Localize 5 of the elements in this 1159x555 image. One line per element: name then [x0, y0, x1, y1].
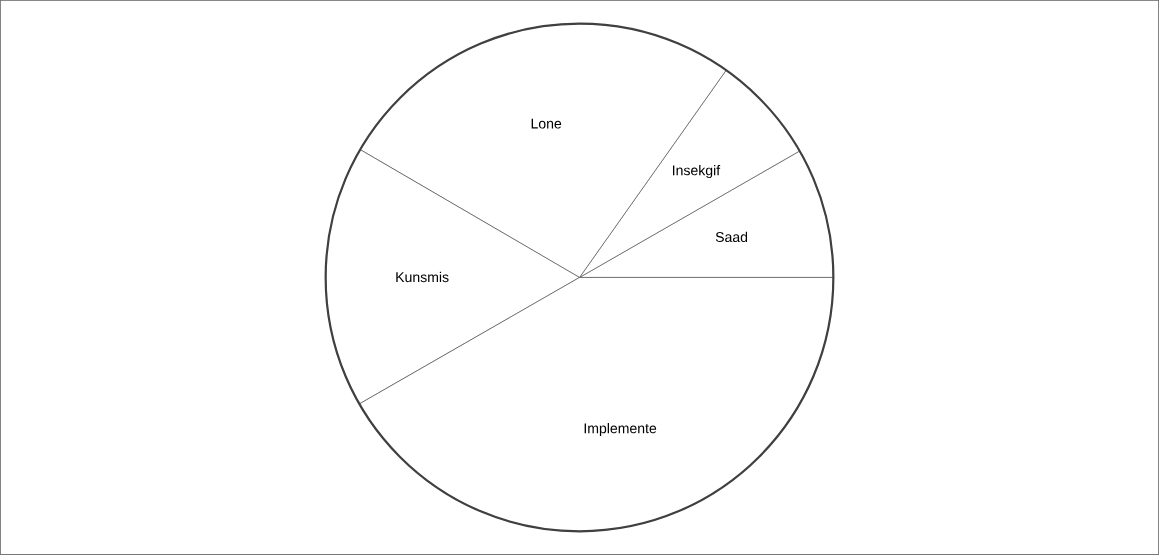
slice-label: Saad: [715, 231, 748, 243]
slice-label: Lone: [531, 118, 562, 129]
slice-label: Kunsmis: [396, 271, 449, 283]
slice-label: Insekgif: [673, 165, 721, 179]
slice-label: Implemente: [584, 422, 657, 437]
